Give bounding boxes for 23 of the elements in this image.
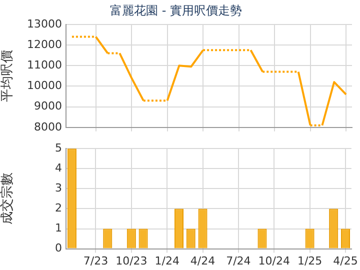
y-tick-label: 0 [55, 242, 62, 255]
y-tick-label: 5 [55, 141, 62, 154]
x-tick-label: 1/24 [154, 254, 180, 268]
y-tick-label: 4 [55, 162, 62, 174]
y-tick-label: 13000 [27, 17, 62, 30]
y-tick-label: 11000 [27, 58, 62, 72]
x-tick-label: 10/24 [258, 254, 290, 268]
y-axis-title: 平均呎價 [0, 50, 16, 102]
y-axis-title: 成交宗數 [0, 172, 16, 225]
x-tick-label: 4/25 [333, 254, 358, 268]
y-tick-label: 9000 [34, 100, 62, 113]
y-tick-label: 2 [55, 202, 62, 215]
y-tick-label: 3 [55, 182, 62, 195]
x-tick-label: 4/24 [190, 254, 216, 268]
y-tick-label: 1 [55, 222, 62, 235]
y-tick-label: 12000 [27, 38, 62, 51]
y-tick-label: 10000 [27, 79, 62, 92]
x-tick-label: 10/23 [116, 254, 148, 268]
chart-title: 富麗花園 - 實用呎價走勢 [110, 3, 242, 18]
x-tick-label: 1/25 [297, 254, 322, 268]
y-tick-label: 8000 [34, 120, 62, 134]
x-tick-label: 7/23 [83, 254, 108, 268]
x-tick-label: 7/24 [226, 254, 251, 268]
